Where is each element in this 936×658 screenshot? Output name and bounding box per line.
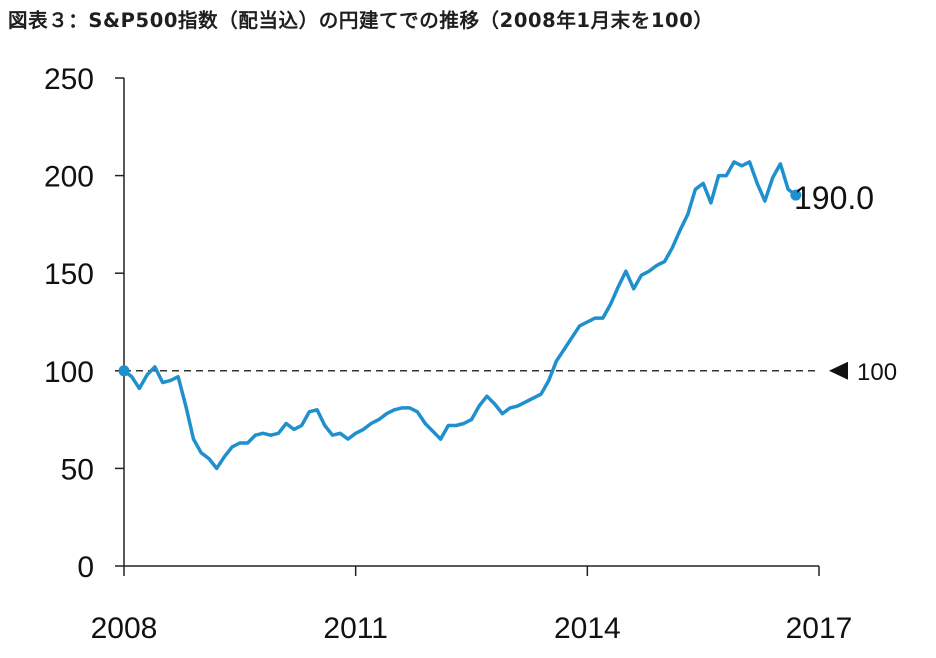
reference-line-group: 100 (124, 359, 897, 386)
y-tick-label: 0 (77, 551, 94, 584)
series-line (122, 160, 798, 471)
end-point (790, 189, 802, 201)
reference-line-label: 100 (857, 359, 897, 386)
y-tick-label: 250 (44, 63, 94, 96)
x-tick-label: 2011 (323, 612, 388, 645)
series-group: 190.0 (118, 160, 874, 471)
y-tick-label: 200 (44, 161, 94, 194)
start-point (118, 365, 130, 377)
y-tick-label: 150 (44, 258, 94, 291)
axes (115, 77, 820, 576)
y-tick-label: 100 (44, 356, 94, 389)
reference-marker (829, 361, 848, 380)
chart-title: 図表３：S&P500指数（配当込）の円建てでの推移（2008年1月末を100） (8, 9, 714, 32)
end-value-label: 190.0 (794, 180, 874, 216)
x-tick-label: 2008 (91, 612, 158, 645)
tick-labels: 0 50 100 150 200 250 2008 2011 2014 2017 (44, 63, 852, 645)
x-tick-label: 2014 (554, 612, 621, 645)
y-tick-label: 50 (61, 453, 94, 486)
x-tick-label: 2017 (786, 612, 853, 645)
